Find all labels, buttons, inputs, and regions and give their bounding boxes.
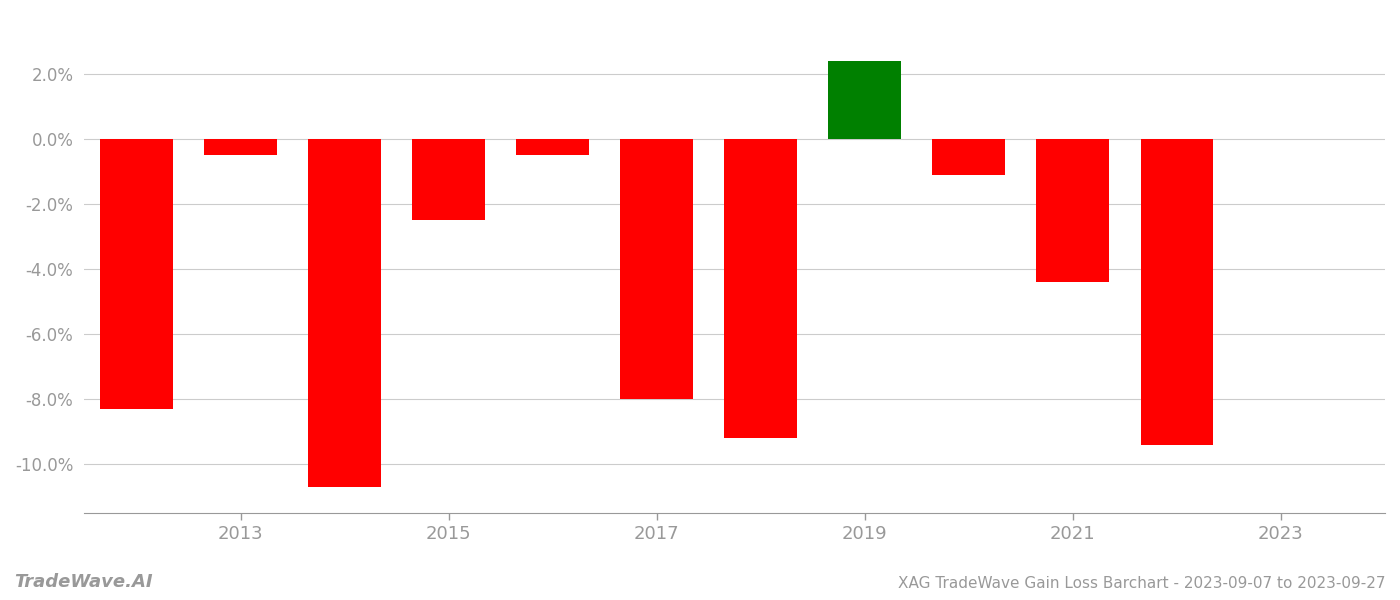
Bar bbox=[204, 139, 277, 155]
Bar bbox=[932, 139, 1005, 175]
Bar bbox=[517, 139, 589, 155]
Bar bbox=[829, 61, 902, 139]
Text: TradeWave.AI: TradeWave.AI bbox=[14, 573, 153, 591]
Bar bbox=[620, 139, 693, 399]
Bar bbox=[1036, 139, 1109, 282]
Bar bbox=[308, 139, 381, 487]
Bar bbox=[99, 139, 174, 409]
Text: XAG TradeWave Gain Loss Barchart - 2023-09-07 to 2023-09-27: XAG TradeWave Gain Loss Barchart - 2023-… bbox=[899, 576, 1386, 591]
Bar bbox=[1141, 139, 1214, 445]
Bar bbox=[724, 139, 797, 439]
Bar bbox=[412, 139, 484, 220]
